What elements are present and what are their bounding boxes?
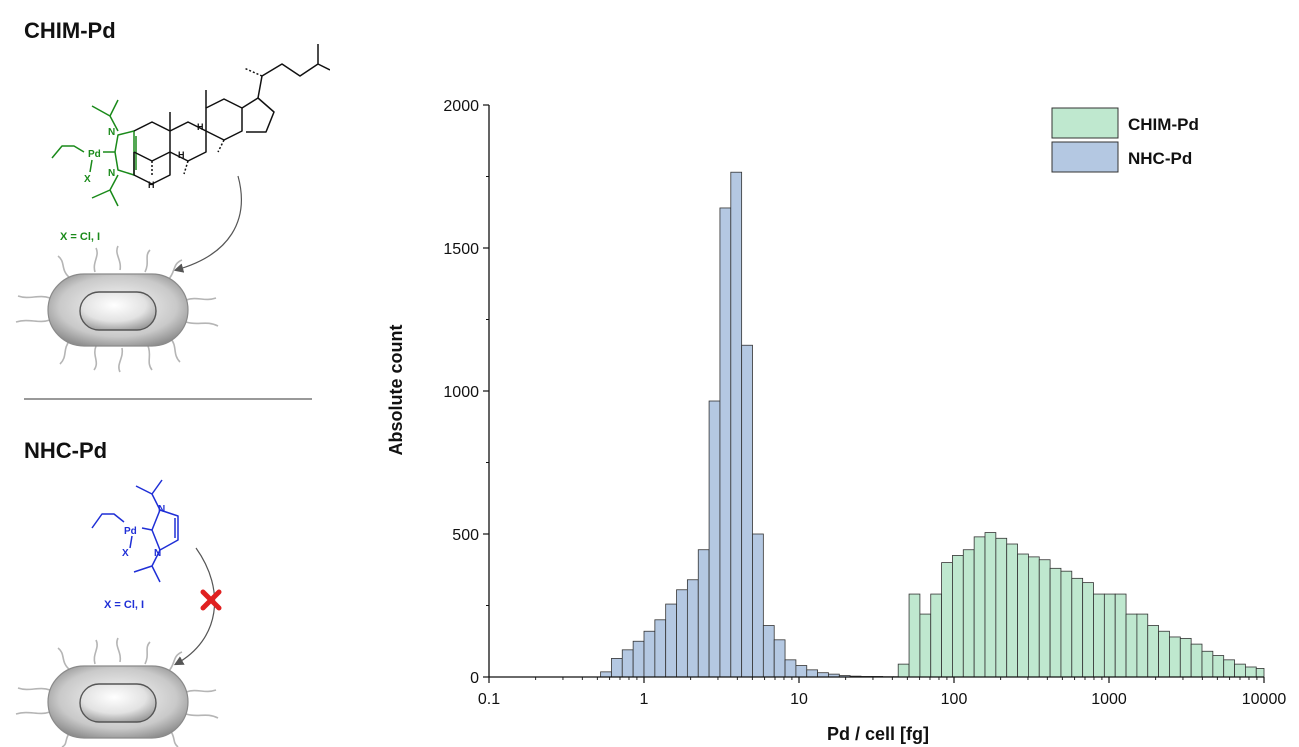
- nhc-pd-caption: X = Cl, I: [104, 599, 144, 611]
- chim-pd-title: CHIM-Pd: [24, 18, 116, 43]
- chim-pd-metal-label: Pd: [88, 149, 101, 160]
- chim-pd-bars: [897, 532, 1265, 678]
- steroid-h2-label: H: [178, 150, 185, 160]
- nhc-pd-bar: [762, 625, 775, 678]
- nhc-pd-bar: [654, 619, 667, 678]
- chim-pd-bar: [941, 562, 953, 678]
- nhc-pd-bar: [719, 207, 732, 678]
- nhc-pd-bar: [665, 603, 677, 678]
- x-tick-label: 10: [790, 691, 808, 708]
- chim-pd-bar: [984, 532, 997, 678]
- nhc-pd-bar: [676, 589, 688, 678]
- legend-label-chim-pd: CHIM-Pd: [1128, 115, 1199, 134]
- nhc-pd-bar: [730, 171, 743, 678]
- x-tick-label: 10000: [1242, 691, 1287, 708]
- y-tick-label: 1000: [443, 384, 479, 401]
- legend-swatch-chim-pd: [1051, 107, 1119, 139]
- x-tick-label: 0.1: [478, 691, 500, 708]
- chim-pd-bar: [1038, 559, 1051, 678]
- chim-pd-bar: [1006, 543, 1018, 678]
- nhc-pd-bar: [611, 658, 623, 678]
- nhc-pd-bar: [752, 533, 764, 678]
- chim-pd-bar: [1136, 613, 1149, 678]
- chim-pd-bar: [1190, 643, 1203, 678]
- y-tick-label: 500: [452, 527, 479, 544]
- nhc-pd-title: NHC-Pd: [24, 438, 107, 463]
- chim-pd-bar: [1028, 556, 1040, 678]
- nhc-pd-bar: [741, 344, 753, 678]
- chim-pd-bar: [1179, 637, 1192, 678]
- chim-pd-bar: [1201, 650, 1214, 678]
- chim-pd-bar: [1223, 659, 1235, 678]
- nhc-pd-bar: [773, 639, 786, 678]
- chim-pd-bar: [1255, 668, 1265, 678]
- nhc-pd-bar: [795, 665, 808, 678]
- chim-pd-bar: [1060, 570, 1073, 678]
- nhc-pd-bar: [806, 669, 818, 678]
- nhc-pd-bar: [697, 549, 710, 678]
- nhc-pd-bar: [708, 400, 721, 678]
- chim-pd-bar: [1125, 613, 1138, 678]
- chim-pd-bar: [962, 549, 975, 678]
- chim-pd-bar: [1071, 577, 1084, 678]
- x-axis-title: Pd / cell [fg]: [827, 724, 929, 744]
- chart-legend: CHIM-Pd NHC-Pd: [1051, 107, 1199, 173]
- y-tick-label: 0: [470, 670, 479, 687]
- nhc-pd-metal-label: Pd: [124, 526, 137, 537]
- legend-swatch-nhc-pd: [1051, 141, 1119, 173]
- nhc-pd-bar: [784, 659, 797, 678]
- chim-pd-bar: [1103, 593, 1116, 678]
- chim-pd-bar: [1114, 593, 1127, 678]
- chim-pd-bar: [1093, 593, 1105, 678]
- x-tick-label: 1: [640, 691, 649, 708]
- nhc-pd-n1-label: N: [158, 504, 165, 515]
- chim-pd-bar: [1017, 553, 1029, 678]
- x-tick-label: 1000: [1091, 691, 1127, 708]
- nhc-pd-bar: [632, 640, 645, 678]
- x-tick-label: 100: [941, 691, 968, 708]
- steroid-h3-label: H: [148, 180, 155, 190]
- chim-pd-bar: [1082, 582, 1094, 678]
- chim-pd-n2-label: N: [108, 168, 115, 179]
- steroid-h1-label: H: [197, 122, 204, 132]
- chim-pd-structure: [51, 44, 330, 207]
- chim-pd-bar: [919, 613, 932, 678]
- chim-pd-bar: [1212, 655, 1225, 678]
- chim-pd-n1-label: N: [108, 127, 115, 138]
- chim-pd-bar: [1234, 663, 1246, 678]
- nhc-pd-bar: [643, 630, 656, 678]
- legend-label-nhc-pd: NHC-Pd: [1128, 149, 1192, 168]
- y-tick-label: 1500: [443, 241, 479, 258]
- bacterial-cell-top: [15, 245, 219, 373]
- blocked-cross-icon: [200, 589, 222, 611]
- nhc-pd-bar: [686, 579, 699, 678]
- chim-pd-bar: [897, 663, 910, 678]
- chim-pd-bar: [952, 555, 964, 678]
- chim-pd-bar: [1245, 666, 1257, 678]
- nhc-pd-halide-label: X: [122, 548, 129, 559]
- y-tick-label: 2000: [443, 98, 479, 115]
- chim-pd-bar: [1158, 630, 1170, 678]
- chim-pd-bar: [995, 537, 1008, 678]
- chim-pd-bar: [908, 593, 921, 678]
- chim-pd-bar: [1147, 625, 1160, 678]
- blocked-arrow: [173, 547, 216, 666]
- nhc-pd-structure: [91, 479, 179, 583]
- uptake-arrow: [173, 175, 242, 273]
- chim-pd-caption: X = Cl, I: [60, 231, 100, 243]
- chim-pd-bar: [973, 536, 986, 678]
- chim-pd-bar: [930, 593, 943, 678]
- nhc-pd-n2-label: N: [154, 548, 161, 559]
- chim-pd-halide-label: X: [84, 174, 91, 185]
- nhc-pd-bars: [600, 171, 905, 678]
- y-axis-title: Absolute count: [386, 325, 406, 456]
- reaction-scheme: CHIM-Pd Pd X N N H H H X = Cl, I: [15, 18, 330, 747]
- bacterial-cell-bottom: [15, 637, 219, 747]
- chim-pd-bar: [1049, 567, 1062, 678]
- nhc-pd-bar: [600, 671, 612, 678]
- chim-pd-bar: [1169, 636, 1181, 678]
- nhc-pd-bar: [621, 649, 634, 678]
- chart-axes: 0 500 1000 1500 2000 0.1 1 10 100 1000 10000: [443, 98, 1286, 708]
